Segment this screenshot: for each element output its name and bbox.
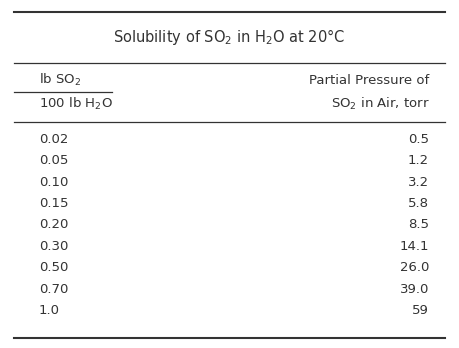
- Text: Partial Pressure of: Partial Pressure of: [309, 73, 429, 87]
- Text: 3.2: 3.2: [408, 175, 429, 189]
- Text: 1.2: 1.2: [408, 154, 429, 167]
- Text: 1.0: 1.0: [39, 304, 60, 317]
- Text: 0.50: 0.50: [39, 261, 68, 274]
- Text: 59: 59: [412, 304, 429, 317]
- Text: Solubility of SO$_2$ in H$_2$O at 20°C: Solubility of SO$_2$ in H$_2$O at 20°C: [113, 26, 346, 47]
- Text: SO$_2$ in Air, torr: SO$_2$ in Air, torr: [330, 96, 429, 112]
- Text: 14.1: 14.1: [400, 240, 429, 253]
- Text: 0.15: 0.15: [39, 197, 68, 210]
- Text: 8.5: 8.5: [408, 218, 429, 231]
- Text: 26.0: 26.0: [400, 261, 429, 274]
- Text: 0.70: 0.70: [39, 283, 68, 295]
- Text: lb SO$_2$: lb SO$_2$: [39, 72, 81, 88]
- Text: 100 lb H$_2$O: 100 lb H$_2$O: [39, 96, 113, 112]
- Text: 0.05: 0.05: [39, 154, 68, 167]
- Text: 5.8: 5.8: [408, 197, 429, 210]
- Text: 0.20: 0.20: [39, 218, 68, 231]
- Text: 0.5: 0.5: [408, 133, 429, 146]
- Text: 0.30: 0.30: [39, 240, 68, 253]
- Text: 0.02: 0.02: [39, 133, 68, 146]
- Text: 39.0: 39.0: [400, 283, 429, 295]
- Text: 0.10: 0.10: [39, 175, 68, 189]
